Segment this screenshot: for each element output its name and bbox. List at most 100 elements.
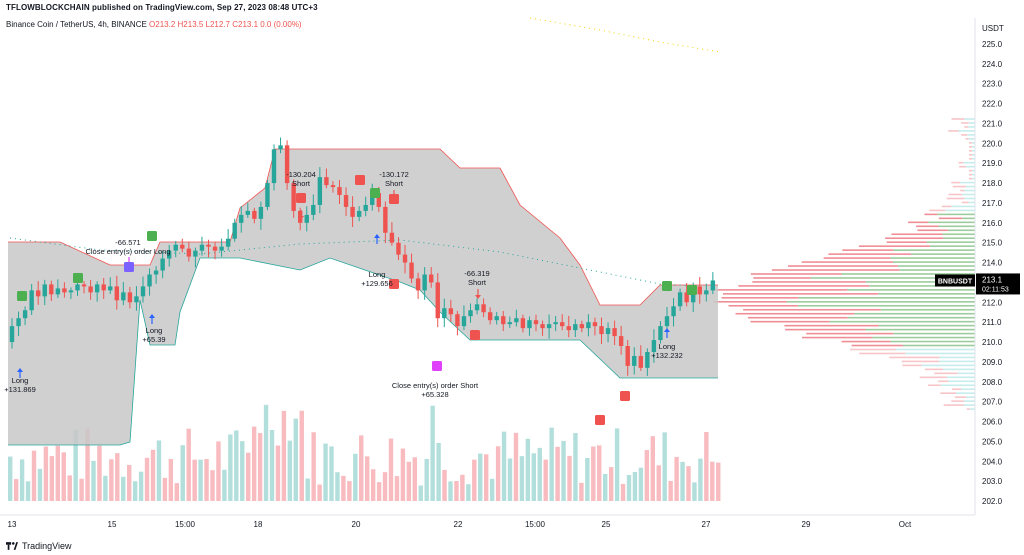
time-tick-label: 18 bbox=[254, 520, 263, 529]
volume-profile-row bbox=[964, 118, 975, 120]
candle-body bbox=[494, 316, 499, 321]
volume-bar bbox=[436, 442, 441, 501]
trade-annotation: Long +131.869 bbox=[4, 376, 36, 394]
symbol-tag-label: BNBUSDT bbox=[938, 278, 973, 285]
long-signal-marker bbox=[662, 281, 672, 291]
candle-body bbox=[632, 355, 637, 366]
volume-profile-row bbox=[771, 269, 900, 271]
volume-bar bbox=[67, 475, 72, 501]
volume-bar bbox=[19, 459, 25, 501]
exit-signal-marker bbox=[124, 262, 134, 272]
annotation-line: -130.172 bbox=[379, 170, 409, 179]
candle-body bbox=[317, 177, 323, 205]
volume-profile-row bbox=[738, 285, 870, 287]
channel-area bbox=[8, 149, 718, 445]
candle-body bbox=[658, 326, 663, 341]
candle-body bbox=[225, 238, 231, 247]
volume-bar bbox=[275, 445, 281, 501]
time-tick-label: 27 bbox=[702, 520, 711, 529]
arrow-up-icon bbox=[149, 314, 155, 318]
volume-bar bbox=[13, 479, 19, 501]
volume-profile-row bbox=[926, 241, 975, 243]
volume-profile-row bbox=[784, 324, 879, 327]
volume-profile-row bbox=[865, 281, 975, 283]
volume-profile-row bbox=[885, 237, 944, 240]
volume-bar bbox=[692, 482, 697, 501]
long-signal-marker bbox=[73, 273, 83, 283]
volume-bar bbox=[144, 457, 150, 501]
volume-profile-row bbox=[842, 249, 894, 251]
volume-bar bbox=[668, 480, 673, 501]
volume-bar bbox=[168, 458, 174, 501]
price-tick-label: 219.0 bbox=[982, 159, 1003, 168]
short-signal-marker bbox=[595, 415, 605, 425]
volume-profile-row bbox=[806, 332, 894, 335]
volume-bar bbox=[234, 430, 239, 501]
candle-body bbox=[422, 274, 427, 291]
price-tick-label: 225.0 bbox=[982, 40, 1003, 49]
trade-annotation: Close entry(s) order Short +65.328 bbox=[392, 381, 478, 399]
volume-profile-row bbox=[968, 126, 975, 128]
volume-profile-row bbox=[968, 201, 975, 204]
volume-bar bbox=[180, 445, 185, 501]
annotation-line: Long bbox=[658, 342, 676, 351]
candle-body bbox=[278, 145, 283, 150]
ohlc-values: O213.2 H213.5 L212.7 C213.1 0.0 (0.00%) bbox=[149, 20, 302, 29]
trade-annotation: Long +129.656 bbox=[361, 270, 393, 288]
volume-bar bbox=[305, 478, 310, 501]
volume-profile-row bbox=[938, 225, 975, 228]
candle-body bbox=[173, 244, 178, 251]
volume-bar bbox=[174, 483, 179, 501]
volume-profile-row bbox=[938, 380, 949, 383]
candle-body bbox=[36, 290, 41, 297]
volume-bar bbox=[466, 484, 471, 501]
candle-body bbox=[389, 232, 395, 243]
candle-body bbox=[324, 177, 329, 186]
volume-bar bbox=[662, 432, 667, 501]
volume-profile-row bbox=[802, 336, 873, 339]
volume-bar bbox=[323, 443, 328, 501]
price-tick-label: 214.0 bbox=[982, 259, 1003, 268]
volume-profile-row bbox=[966, 396, 975, 398]
volume-profile-row bbox=[967, 134, 975, 136]
trade-annotation: -66.571 Close entry(s) order Long bbox=[85, 238, 170, 256]
candle-body bbox=[527, 320, 532, 329]
time-tick-label: 15:00 bbox=[525, 520, 546, 529]
candle-body bbox=[114, 286, 119, 301]
volume-bar bbox=[489, 478, 495, 501]
long-signal-marker bbox=[370, 188, 380, 198]
annotation-line: Short bbox=[385, 179, 403, 188]
candle-body bbox=[75, 284, 80, 291]
volume-bar bbox=[281, 410, 287, 501]
price-tick-label: 203.0 bbox=[982, 477, 1003, 486]
price-tick-label: 212.0 bbox=[982, 298, 1003, 307]
volume-profile-row bbox=[921, 364, 975, 367]
candle-body bbox=[153, 270, 159, 275]
volume-profile-row bbox=[972, 169, 975, 172]
volume-bar bbox=[549, 427, 554, 501]
candle-body bbox=[88, 286, 93, 293]
volume-bar bbox=[204, 458, 209, 501]
candle-body bbox=[455, 314, 460, 327]
price-axis-bg bbox=[975, 18, 1024, 515]
volume-bar bbox=[73, 429, 78, 501]
volume-profile-row bbox=[969, 146, 973, 148]
volume-bar bbox=[382, 472, 388, 501]
volume-profile-row bbox=[946, 197, 965, 200]
candle-body bbox=[415, 278, 421, 291]
candle-body bbox=[645, 351, 650, 368]
volume-profile-row bbox=[911, 253, 975, 255]
volume-bar bbox=[25, 481, 31, 501]
volume-bar bbox=[430, 405, 435, 501]
arrow-up-icon bbox=[17, 368, 23, 372]
volume-bar bbox=[603, 473, 608, 501]
candle-body bbox=[409, 262, 414, 279]
volume-profile-row bbox=[964, 197, 975, 200]
volume-profile-row bbox=[747, 316, 848, 319]
footer-brand: TradingView bbox=[6, 541, 72, 551]
volume-profile-row bbox=[969, 408, 975, 410]
time-tick-label: 15 bbox=[108, 520, 117, 529]
candle-body bbox=[501, 316, 506, 325]
candle-body bbox=[271, 149, 277, 184]
